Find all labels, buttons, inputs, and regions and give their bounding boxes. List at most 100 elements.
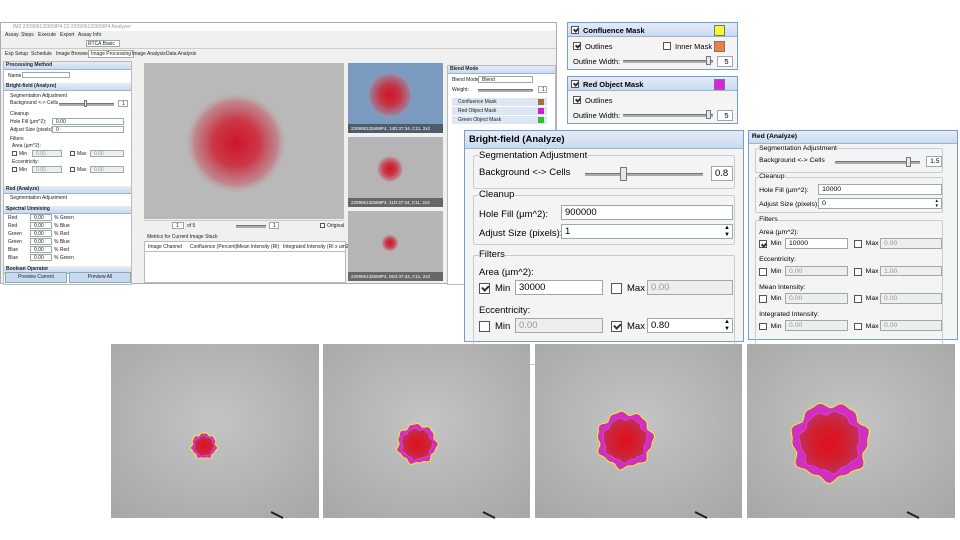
swatch	[714, 79, 725, 90]
label: Area (µm^2):	[759, 228, 799, 236]
checkbox[interactable]	[12, 167, 17, 172]
label: Segmentation Adjustment	[10, 93, 67, 99]
image-nav: 1 of 5 1 Original	[144, 220, 344, 230]
checkbox[interactable]	[70, 151, 75, 156]
tab[interactable]: Exp Setup	[5, 51, 29, 57]
g	[111, 344, 955, 519]
label: % Blue	[54, 239, 70, 245]
input: 0.00	[30, 214, 52, 221]
scratch	[694, 511, 708, 519]
input: 0.00	[30, 254, 52, 261]
checkbox[interactable]	[573, 42, 581, 50]
metrics-table	[144, 251, 346, 283]
slider-track	[585, 173, 703, 176]
value: 1	[565, 226, 571, 237]
label: % Red	[54, 231, 70, 237]
value: 1	[122, 101, 125, 107]
checkbox[interactable]	[12, 151, 17, 156]
swatch	[714, 41, 725, 52]
checkbox[interactable]	[854, 267, 863, 276]
panel-title: Confluence Mask	[583, 26, 645, 35]
tab-active[interactable]: Image Processing	[88, 50, 135, 58]
slider-thumb[interactable]	[84, 100, 87, 107]
checkbox[interactable]	[854, 295, 863, 304]
value: 30000	[519, 282, 546, 293]
value: 0.80	[651, 320, 670, 331]
panel-title: Boolean Operator	[6, 266, 49, 272]
zoom-track	[236, 225, 266, 228]
checkbox[interactable]	[759, 240, 767, 249]
label: Hole Fill (µm^2):	[479, 209, 549, 220]
thumbnail: 220906132659P4, 0D4:37:34, C11, 2x2	[348, 211, 443, 281]
checkbox[interactable]	[611, 321, 622, 332]
slider-thumb[interactable]	[706, 110, 711, 119]
checkbox[interactable]	[663, 42, 671, 50]
button[interactable]: Preview Current	[5, 272, 67, 283]
menu-item[interactable]: Execute	[38, 32, 57, 38]
checkbox[interactable]	[70, 167, 75, 172]
input[interactable]: 900000	[561, 205, 733, 220]
input[interactable]: 1 ▲ ▼	[561, 224, 733, 239]
value: 0.00	[651, 282, 670, 293]
label: Adjust Size (pixels):	[479, 228, 563, 239]
tab[interactable]: Data Analysis	[166, 51, 197, 57]
checkbox[interactable]	[611, 283, 622, 294]
input[interactable]: 0.8	[711, 166, 733, 181]
checkbox[interactable]	[854, 322, 863, 331]
label: Outline Width:	[573, 57, 621, 66]
blend-select[interactable]: Blend	[478, 76, 533, 83]
input[interactable]: 1.5	[926, 156, 942, 167]
checkbox[interactable]	[759, 322, 767, 331]
microscopy-image	[323, 344, 530, 519]
menu-item[interactable]: Assay	[5, 32, 19, 38]
checkbox[interactable]	[854, 240, 863, 249]
label: of 5	[187, 223, 196, 229]
slider-thumb[interactable]	[706, 56, 711, 65]
microscopy-image	[747, 344, 955, 519]
value: 0.00	[94, 167, 104, 173]
checkbox[interactable]	[759, 267, 767, 276]
slider-track	[478, 89, 533, 92]
red-object	[798, 410, 861, 475]
label: Original	[327, 223, 345, 229]
label: Outlines	[585, 42, 613, 51]
checkbox[interactable]	[759, 295, 767, 304]
label: Area (µm^2):	[479, 267, 534, 278]
checkbox[interactable]	[320, 223, 325, 228]
swatch	[538, 117, 544, 123]
checkbox[interactable]	[479, 321, 490, 332]
slider-track	[623, 114, 713, 117]
input[interactable]: 30000	[515, 280, 603, 295]
label: Metrics for Current Image Stack	[147, 234, 218, 240]
label: Red	[8, 215, 18, 221]
protocol-select[interactable]: RTCA Basic	[86, 40, 120, 47]
checkbox[interactable]	[571, 80, 579, 88]
menu-item[interactable]: Assay Info	[78, 32, 102, 38]
name-select[interactable]	[22, 72, 70, 78]
tab[interactable]: Image Browser	[56, 51, 90, 57]
checkbox[interactable]	[479, 283, 490, 294]
slider-thumb[interactable]	[905, 156, 911, 167]
label: Blend Mode:	[452, 77, 481, 83]
tab[interactable]: Image Analysis	[132, 51, 166, 57]
input[interactable]: 10000	[785, 238, 849, 250]
menu-item[interactable]: Steps	[21, 32, 34, 38]
thumbnail: 220906132659P4, 11D:37:34, C11, 2x2	[348, 137, 443, 207]
label: Max	[77, 151, 87, 157]
protocol-value: RTCA Basic	[88, 41, 115, 47]
checkbox[interactable]	[573, 96, 581, 104]
label: Integrated Intensity:	[759, 311, 820, 318]
input[interactable]: 10000	[818, 184, 942, 196]
panel-header: Red Object Mask	[568, 77, 737, 91]
input[interactable]: 0 ▲ ▼	[818, 197, 942, 209]
slider-thumb[interactable]	[620, 167, 627, 181]
layer-row: Confluence Mask	[452, 98, 547, 106]
value-box: 5	[717, 110, 733, 121]
checkbox[interactable]	[571, 26, 579, 34]
tab[interactable]: Schedule	[31, 51, 52, 57]
input[interactable]: 0.80 ▲ ▼	[647, 318, 733, 333]
menu-item[interactable]: Export	[60, 32, 75, 38]
panel-title: Processing Method	[6, 62, 53, 68]
input: 1.00	[880, 265, 942, 277]
button[interactable]: Preview All	[69, 272, 131, 283]
